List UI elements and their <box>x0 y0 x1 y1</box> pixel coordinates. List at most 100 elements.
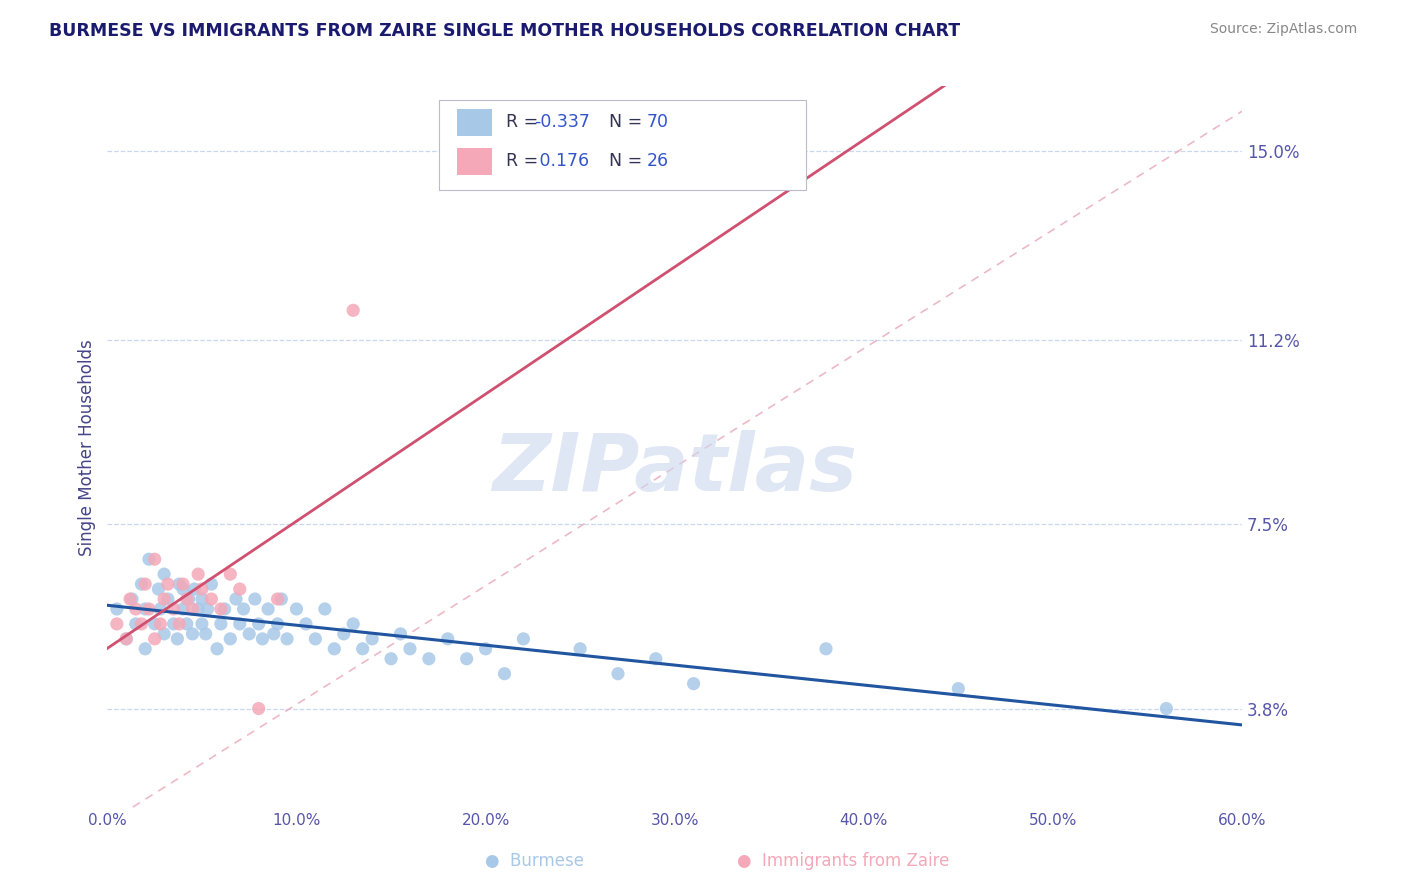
Point <box>156 577 179 591</box>
Point <box>153 567 176 582</box>
Point <box>323 641 346 656</box>
Point <box>167 577 190 591</box>
Point <box>143 616 166 631</box>
Point <box>134 577 156 591</box>
Point <box>176 592 198 607</box>
Point <box>209 602 232 616</box>
Text: ●  Immigrants from Zaire: ● Immigrants from Zaire <box>737 852 950 870</box>
Point <box>682 676 704 690</box>
Point <box>214 602 236 616</box>
Point <box>191 582 214 596</box>
Point <box>176 616 198 631</box>
Point <box>105 602 128 616</box>
Point <box>197 602 219 616</box>
Text: ZIPatlas: ZIPatlas <box>492 430 858 508</box>
Point <box>134 602 156 616</box>
Point <box>295 616 318 631</box>
Point <box>270 592 292 607</box>
Point <box>153 627 176 641</box>
Point <box>285 602 308 616</box>
Text: ●  Burmese: ● Burmese <box>485 852 583 870</box>
Point <box>352 641 374 656</box>
Point <box>166 632 188 646</box>
Point <box>252 632 274 646</box>
Point <box>494 666 516 681</box>
Point <box>229 582 252 596</box>
Point <box>172 602 194 616</box>
Point <box>121 592 143 607</box>
Point <box>120 592 142 607</box>
Point <box>232 602 254 616</box>
Point <box>436 632 458 646</box>
Point <box>167 616 190 631</box>
Point <box>149 616 172 631</box>
Point <box>153 592 176 607</box>
Point <box>314 602 336 616</box>
Text: N =: N = <box>598 153 647 170</box>
Point <box>205 641 228 656</box>
Y-axis label: Single Mother Households: Single Mother Households <box>79 339 96 556</box>
Point <box>219 632 242 646</box>
Point <box>149 602 172 616</box>
Point <box>361 632 384 646</box>
Point <box>172 577 194 591</box>
Point <box>191 616 214 631</box>
Point <box>162 616 184 631</box>
Point <box>191 592 214 607</box>
Point <box>134 641 156 656</box>
Point <box>569 641 592 656</box>
Point <box>263 627 285 641</box>
Point <box>187 567 209 582</box>
Text: BURMESE VS IMMIGRANTS FROM ZAIRE SINGLE MOTHER HOUSEHOLDS CORRELATION CHART: BURMESE VS IMMIGRANTS FROM ZAIRE SINGLE … <box>49 22 960 40</box>
Point <box>418 652 440 666</box>
Point <box>194 627 217 641</box>
Point <box>148 582 170 596</box>
Point <box>456 652 478 666</box>
Point <box>125 616 148 631</box>
Point <box>380 652 402 666</box>
Text: N =: N = <box>598 113 647 131</box>
Point <box>143 632 166 646</box>
Point <box>512 632 534 646</box>
Point <box>247 616 270 631</box>
Point <box>342 303 364 318</box>
Point <box>183 582 205 596</box>
Point <box>131 577 153 591</box>
Point <box>257 602 280 616</box>
Point <box>125 602 148 616</box>
Point <box>177 592 200 607</box>
Point <box>389 627 412 641</box>
Point <box>172 582 194 596</box>
Point <box>229 616 252 631</box>
Text: Source: ZipAtlas.com: Source: ZipAtlas.com <box>1209 22 1357 37</box>
Point <box>143 552 166 566</box>
Point <box>266 592 288 607</box>
Point <box>209 616 232 631</box>
Point <box>200 592 222 607</box>
Point <box>1156 701 1178 715</box>
Point <box>304 632 326 646</box>
Point <box>399 641 422 656</box>
Point <box>219 567 242 582</box>
Point <box>266 616 288 631</box>
Text: R =: R = <box>506 153 544 170</box>
Point <box>238 627 260 641</box>
Point <box>607 666 630 681</box>
Text: -0.337: -0.337 <box>534 113 591 131</box>
Text: 26: 26 <box>647 153 669 170</box>
Point <box>181 602 204 616</box>
Point <box>156 592 179 607</box>
Point <box>948 681 970 696</box>
Point <box>115 632 138 646</box>
Point <box>225 592 247 607</box>
Point <box>162 602 184 616</box>
Point <box>342 616 364 631</box>
Point <box>181 627 204 641</box>
Text: R =: R = <box>506 113 544 131</box>
Point <box>138 552 160 566</box>
Point <box>115 632 138 646</box>
Point <box>474 641 496 656</box>
Point <box>644 652 666 666</box>
Point <box>243 592 266 607</box>
Point <box>200 577 222 591</box>
